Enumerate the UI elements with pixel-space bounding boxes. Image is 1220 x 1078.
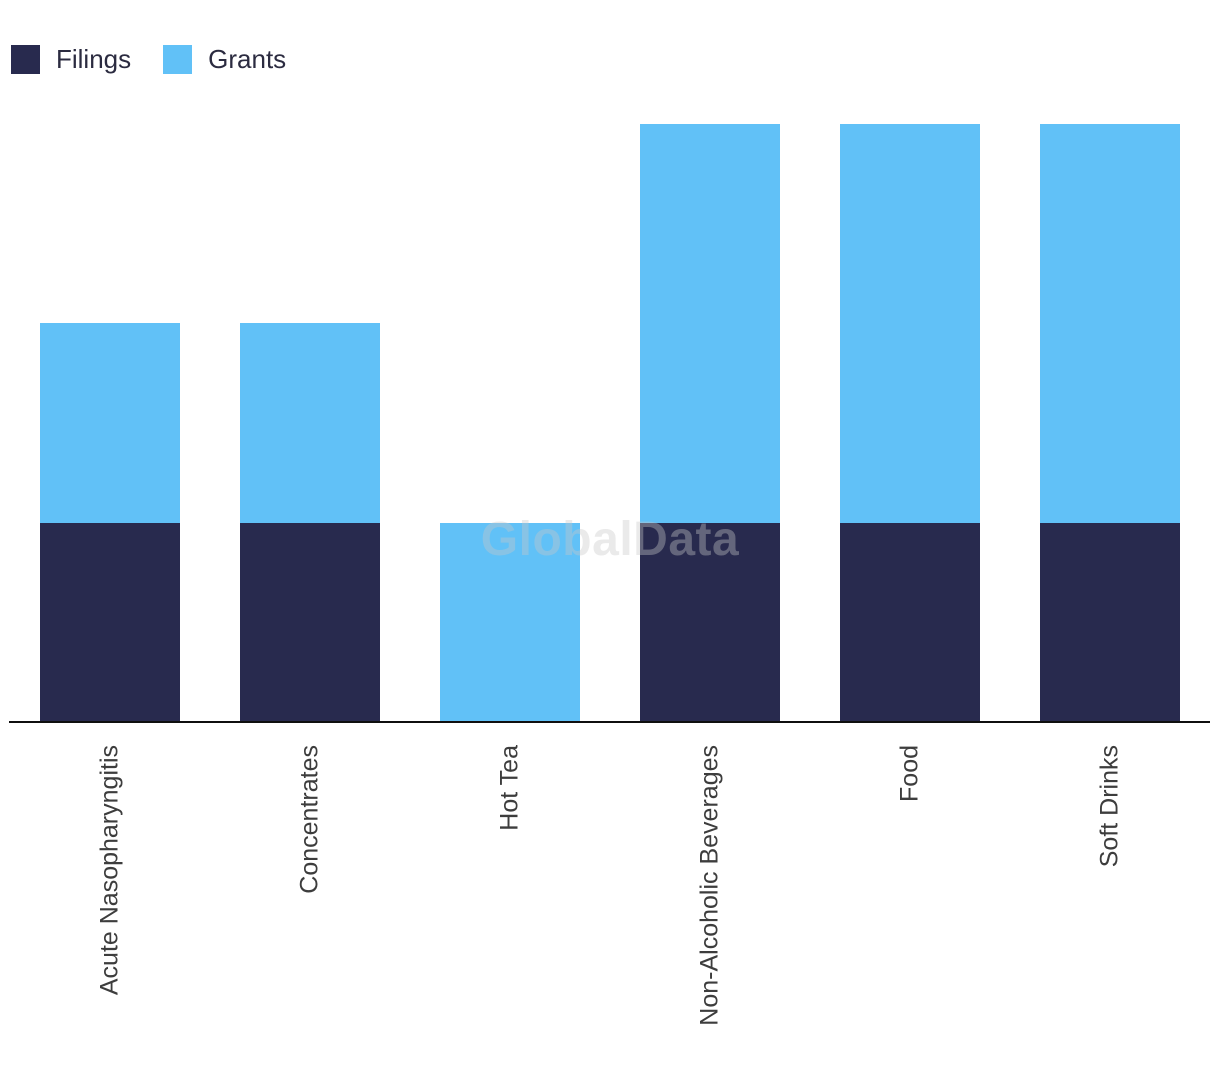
bar-segment-filings-0[interactable]: [40, 522, 180, 722]
bar-segment-filings-5[interactable]: [1040, 522, 1180, 722]
legend-label-filings: Filings: [56, 44, 132, 74]
bar-segment-grants-3[interactable]: [640, 124, 780, 523]
bar-segment-grants-1[interactable]: [240, 323, 380, 523]
legend-item-grants[interactable]: Grants: [163, 45, 286, 74]
bar-segment-grants-0[interactable]: [40, 323, 180, 523]
bar-segment-grants-4[interactable]: [840, 124, 980, 523]
x-axis-label-2: Hot Tea: [495, 745, 524, 831]
x-axis-label-1: Concentrates: [295, 745, 324, 894]
x-axis-label-4: Food: [895, 745, 924, 802]
bar-segment-filings-1[interactable]: [240, 522, 380, 722]
watermark: GlobalData: [480, 513, 740, 566]
x-axis-label-0: Acute Nasopharyngitis: [95, 745, 124, 996]
bar-segment-grants-5[interactable]: [1040, 124, 1180, 523]
bar-segment-filings-4[interactable]: [840, 522, 980, 722]
x-axis-label-3: Non-Alcoholic Beverages: [695, 745, 724, 1026]
legend-label-grants: Grants: [208, 44, 287, 74]
legend: Filings Grants: [11, 45, 286, 74]
legend-item-filings[interactable]: Filings: [11, 45, 131, 74]
filings-swatch-icon: [11, 45, 40, 74]
grants-swatch-icon: [163, 45, 193, 74]
x-axis-label-5: Soft Drinks: [1095, 745, 1124, 868]
bar-segment-filings-3[interactable]: [640, 522, 780, 722]
x-axis-line: [9, 721, 1210, 723]
bar-segment-grants-2[interactable]: [440, 522, 580, 722]
